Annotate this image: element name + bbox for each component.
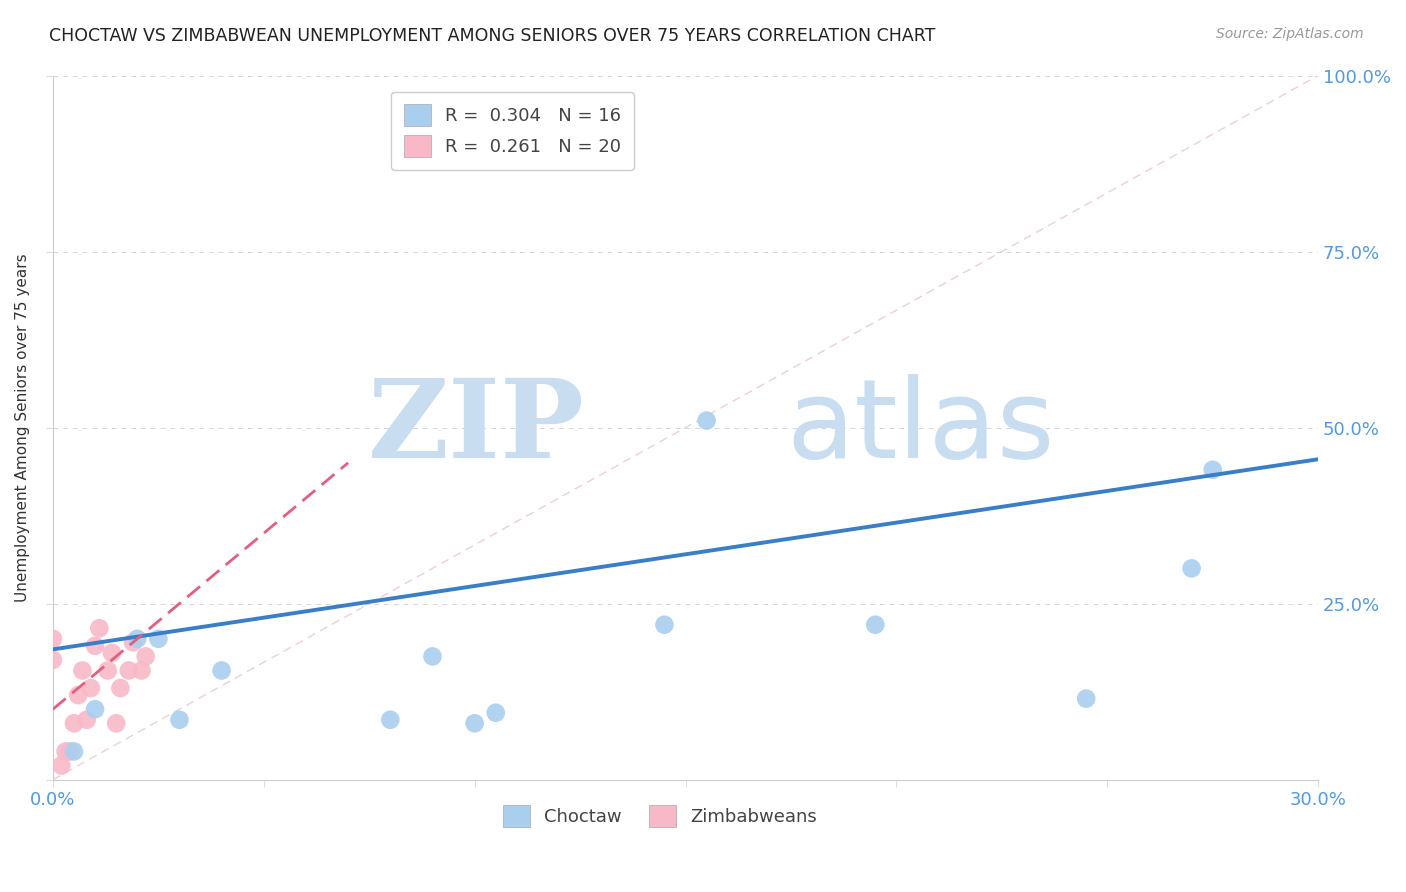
Point (72, 664, 94, 678)
Point (485, 706, 508, 720)
Point (89, 621, 111, 635)
Point (101, 646, 124, 660)
Text: Source: ZipAtlas.com: Source: ZipAtlas.com (1216, 27, 1364, 41)
Y-axis label: Unemployment Among Seniors over 75 years: Unemployment Among Seniors over 75 years (15, 253, 30, 602)
Point (63, 716, 86, 731)
Point (105, 716, 128, 731)
Point (135, 649, 157, 664)
Point (1181, 561, 1204, 575)
Point (42, 653, 65, 667)
Point (127, 632, 149, 646)
Point (42, 632, 65, 646)
Point (380, 713, 402, 727)
Point (696, 413, 718, 427)
Point (76, 713, 98, 727)
Point (1076, 691, 1098, 706)
Point (654, 617, 676, 632)
Point (122, 635, 145, 649)
Point (131, 664, 153, 678)
Point (51, 758, 73, 772)
Point (84, 702, 107, 716)
Point (59, 744, 82, 758)
Point (63, 744, 86, 758)
Point (211, 664, 233, 678)
Point (1202, 463, 1225, 477)
Text: atlas: atlas (787, 374, 1056, 481)
Point (118, 664, 141, 678)
Point (865, 617, 887, 632)
Point (422, 649, 444, 664)
Point (148, 632, 170, 646)
Point (110, 681, 132, 695)
Point (80, 681, 103, 695)
Point (67, 688, 90, 702)
Point (464, 716, 486, 731)
Text: CHOCTAW VS ZIMBABWEAN UNEMPLOYMENT AMONG SENIORS OVER 75 YEARS CORRELATION CHART: CHOCTAW VS ZIMBABWEAN UNEMPLOYMENT AMONG… (49, 27, 935, 45)
Legend: Choctaw, Zimbabweans: Choctaw, Zimbabweans (496, 797, 825, 834)
Point (169, 713, 191, 727)
Point (97, 664, 120, 678)
Point (84, 639, 107, 653)
Text: ZIP: ZIP (367, 374, 585, 481)
Point (55, 744, 77, 758)
